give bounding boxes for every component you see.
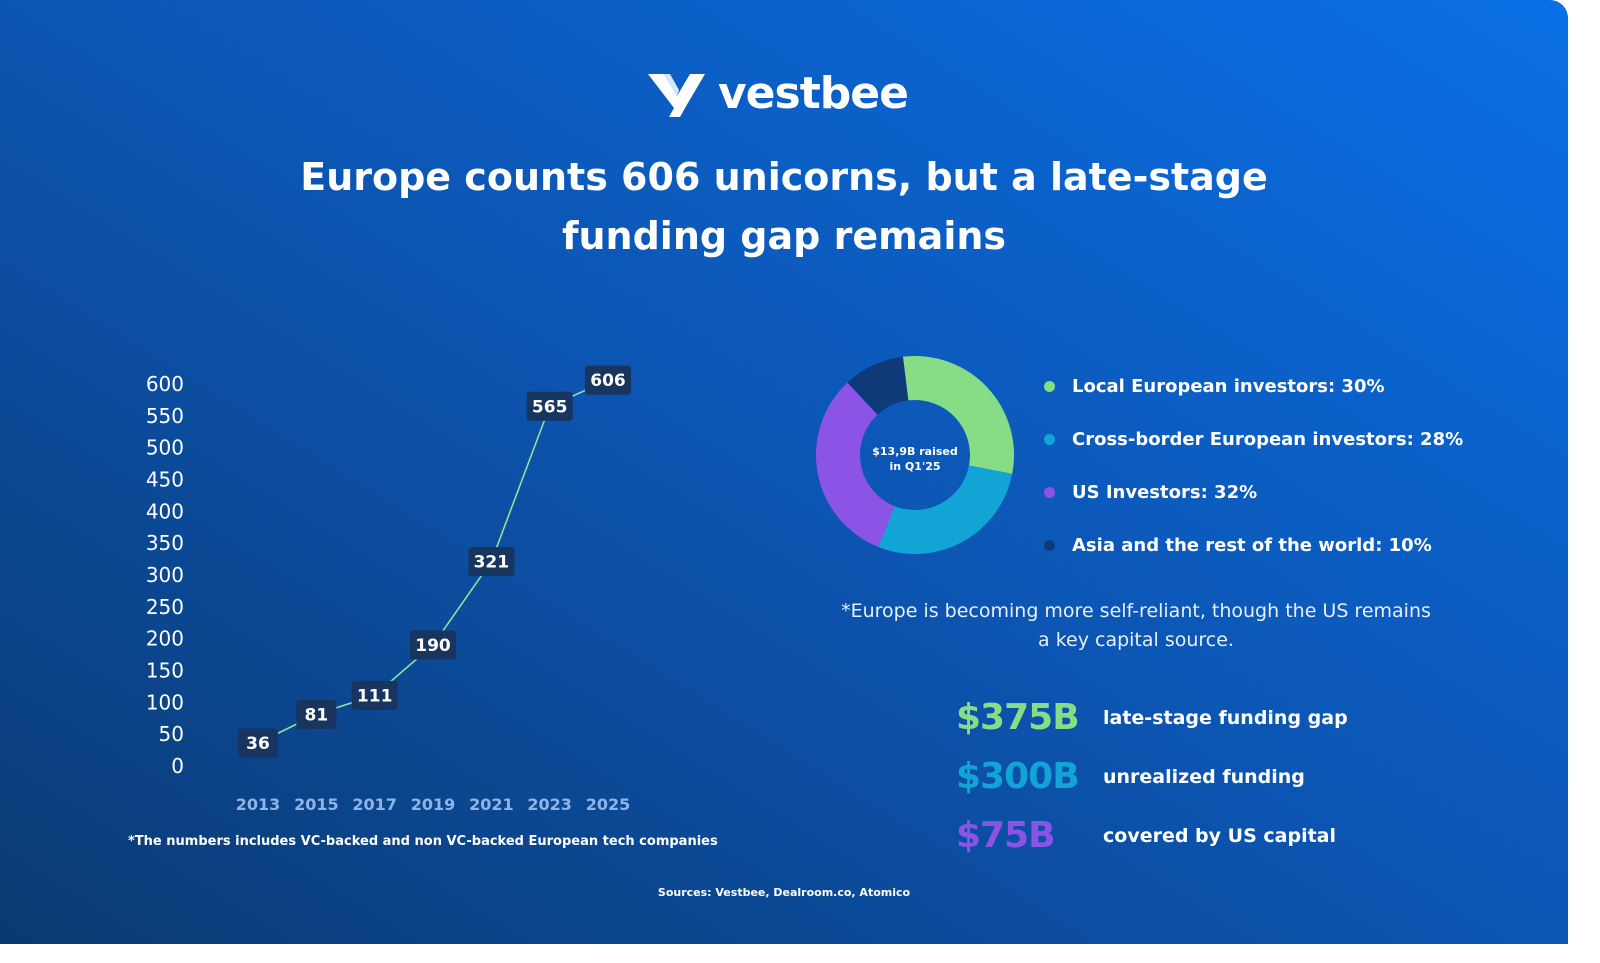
donut-slice <box>878 465 1013 554</box>
data-label-box <box>351 680 398 710</box>
stat-funding-gap: $375B late-stage funding gap <box>956 688 1348 747</box>
data-label-box <box>468 547 515 577</box>
data-label: 565 <box>526 391 573 421</box>
data-label-text: 36 <box>246 734 270 754</box>
data-label: 111 <box>351 680 398 710</box>
data-label-box <box>296 699 337 729</box>
data-label-text: 565 <box>532 397 568 417</box>
legend-dot-icon <box>1044 540 1055 551</box>
y-tick-label: 100 <box>146 690 184 714</box>
stat-label: unrealized funding <box>1103 765 1305 788</box>
data-label-text: 111 <box>357 686 393 706</box>
donut-slice <box>902 356 1014 474</box>
y-tick-label: 0 <box>171 754 184 778</box>
x-tick-label: 2019 <box>411 795 456 814</box>
legend-item-local: Local European investors: 30% <box>1044 360 1463 413</box>
note-line-2: a key capital source. <box>1038 629 1234 651</box>
legend-item-asia: Asia and the rest of the world: 10% <box>1044 519 1463 572</box>
investor-donut-chart <box>816 356 1014 554</box>
self-reliance-note: *Europe is becoming more self-reliant, t… <box>820 597 1452 655</box>
data-label: 321 <box>468 547 515 577</box>
y-tick-label: 150 <box>146 659 184 683</box>
data-label: 36 <box>238 728 278 758</box>
data-label-text: 81 <box>304 705 328 725</box>
donut-slice <box>847 356 909 415</box>
donut-slice <box>816 382 895 547</box>
x-tick-label: 2021 <box>469 795 514 814</box>
donut-center-line-1: $13,9B raised <box>872 445 958 458</box>
data-label-text: 606 <box>590 371 626 391</box>
data-label-text: 190 <box>415 636 451 656</box>
chart-footnote: *The numbers includes VC-backed and non … <box>128 834 718 849</box>
data-label: 606 <box>585 365 631 395</box>
legend-label: US Investors: 32% <box>1072 482 1258 503</box>
legend-dot-icon <box>1044 434 1055 445</box>
stat-value: $75B <box>956 815 1056 856</box>
data-label-box <box>585 365 631 395</box>
data-label-box <box>410 630 456 660</box>
legend-label: Asia and the rest of the world: 10% <box>1072 535 1432 556</box>
stat-label: late-stage funding gap <box>1103 706 1348 729</box>
legend-dot-icon <box>1044 487 1055 498</box>
data-label-text: 321 <box>474 553 510 573</box>
data-label-box <box>526 391 573 421</box>
legend-item-us: US Investors: 32% <box>1044 466 1463 519</box>
x-tick-label: 2017 <box>352 795 397 814</box>
vestbee-logo-icon <box>648 74 705 117</box>
sources-text: Sources: Vestbee, Dealroom.co, Atomico <box>657 886 911 899</box>
y-tick-label: 550 <box>146 404 184 428</box>
donut-legend: Local European investors: 30% Cross-bord… <box>1044 360 1463 572</box>
infographic-card: vestbee Europe counts 606 unicorns, but … <box>0 0 1568 944</box>
data-label: 190 <box>410 630 456 660</box>
legend-label: Cross-border European investors: 28% <box>1072 429 1464 450</box>
x-tick-label: 2013 <box>236 795 281 814</box>
y-tick-label: 450 <box>146 468 184 492</box>
note-line-1: *Europe is becoming more self-reliant, t… <box>841 600 1431 622</box>
donut-center-text: $13,9B raised in Q1'25 <box>860 444 970 474</box>
y-tick-label: 50 <box>159 722 184 746</box>
stat-us-capital: $75B covered by US capital <box>956 806 1348 865</box>
y-tick-label: 250 <box>146 595 184 619</box>
page-title: Europe counts 606 unicorns, but a late-s… <box>0 148 1568 266</box>
data-label-box <box>238 728 278 758</box>
stat-value: $375B <box>956 697 1080 738</box>
x-tick-label: 2023 <box>527 795 572 814</box>
data-label: 81 <box>296 699 337 729</box>
y-tick-label: 400 <box>146 499 184 523</box>
brand-name: vestbee <box>718 68 909 119</box>
y-tick-label: 600 <box>146 372 184 396</box>
y-tick-label: 200 <box>146 627 184 651</box>
series-line <box>257 379 609 744</box>
y-tick-label: 350 <box>146 531 184 555</box>
legend-label: Local European investors: 30% <box>1072 376 1385 397</box>
y-tick-label: 300 <box>146 563 184 587</box>
stat-label: covered by US capital <box>1103 824 1337 847</box>
stat-unrealized-funding: $300B unrealized funding <box>956 747 1348 806</box>
y-tick-label: 500 <box>146 436 184 460</box>
brand-logo: vestbee <box>648 68 909 120</box>
legend-dot-icon <box>1044 381 1055 392</box>
stat-value: $300B <box>956 756 1080 797</box>
funding-stats: $375B late-stage funding gap $300B unrea… <box>956 688 1348 865</box>
legend-item-cross-border: Cross-border European investors: 28% <box>1044 413 1463 466</box>
x-tick-label: 2025 <box>586 795 631 814</box>
title-line-1: Europe counts 606 unicorns, but a late-s… <box>300 155 1268 199</box>
donut-center-line-2: in Q1'25 <box>889 460 941 473</box>
x-tick-label: 2015 <box>294 795 339 814</box>
unicorn-line-chart: 0 50 100 150 200 250 300 350 400 450 500 550 600 201… <box>146 365 646 814</box>
title-line-2: funding gap remains <box>561 214 1007 258</box>
